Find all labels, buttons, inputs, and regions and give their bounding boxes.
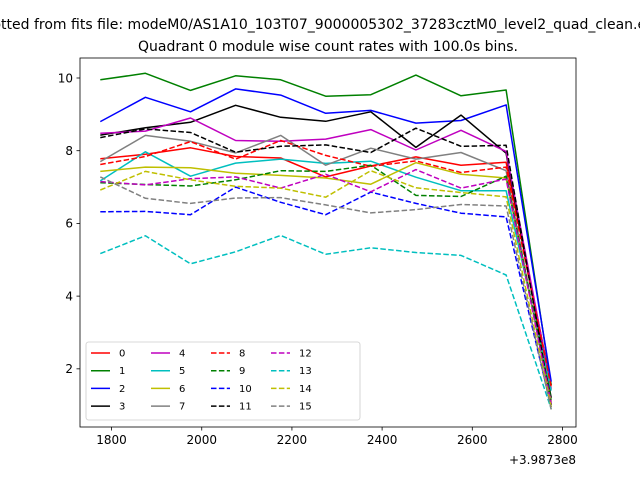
series-line-11 — [100, 127, 552, 406]
legend-label-6: 6 — [179, 384, 185, 395]
legend-label-15: 15 — [299, 402, 312, 413]
x-tick-label: 2200 — [277, 433, 308, 447]
legend-label-7: 7 — [179, 402, 185, 413]
y-tick-label: 2 — [65, 362, 73, 376]
x-tick-label: 2400 — [367, 433, 398, 447]
plot-area — [99, 72, 552, 410]
legend-label-8: 8 — [239, 349, 245, 360]
y-tick-label: 6 — [65, 217, 73, 231]
series-line-0 — [100, 147, 552, 386]
x-tick-label: 2000 — [186, 433, 217, 447]
chart-title: Quadrant 0 module wise count rates with … — [138, 39, 518, 55]
series-line-3 — [100, 104, 552, 399]
series-line-6 — [100, 161, 552, 402]
legend-label-10: 10 — [239, 384, 252, 395]
y-tick-label: 4 — [65, 289, 73, 303]
series-line-12 — [100, 168, 552, 404]
series-line-2 — [99, 88, 552, 382]
series-line-13 — [100, 234, 552, 410]
x-offset-text: +3.9873e8 — [509, 453, 576, 467]
legend-label-4: 4 — [179, 349, 185, 360]
legend-label-13: 13 — [299, 366, 312, 377]
y-tick-label: 10 — [58, 71, 73, 85]
legend-label-2: 2 — [119, 384, 125, 395]
series-line-4 — [100, 117, 552, 389]
series-line-9 — [100, 164, 552, 400]
legend-label-9: 9 — [239, 366, 245, 377]
x-tick-label: 2600 — [457, 433, 488, 447]
series-line-7 — [99, 134, 552, 406]
series-line-1 — [100, 72, 552, 386]
legend-label-14: 14 — [299, 384, 312, 395]
series-line-14 — [100, 169, 552, 408]
figure-suptitle: Plotted from fits file: modeM0/AS1A10_10… — [0, 17, 640, 33]
y-tick-label: 8 — [65, 144, 73, 158]
legend-label-1: 1 — [119, 366, 125, 377]
series-line-10 — [100, 186, 552, 408]
x-tick-label: 1800 — [96, 433, 127, 447]
legend-box — [85, 341, 361, 421]
series-line-15 — [99, 176, 552, 410]
legend-label-3: 3 — [119, 402, 125, 413]
legend-label-11: 11 — [239, 402, 252, 413]
legend-label-12: 12 — [299, 349, 312, 360]
x-tick-label: 2800 — [547, 433, 578, 447]
legend-label-5: 5 — [179, 366, 185, 377]
series-line-8 — [100, 139, 552, 388]
axes-frame — [79, 57, 577, 428]
legend-label-0: 0 — [119, 349, 125, 360]
